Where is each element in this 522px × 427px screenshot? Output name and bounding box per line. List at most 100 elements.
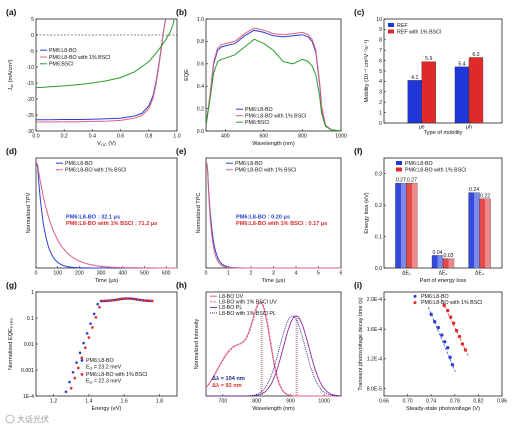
panel-f: (f) 0.3 0.2 0.1 0.0 0.27 0.27 ΔE₁ 0.040.03 ΔE₂ 0.2… [354, 146, 503, 284]
y-tick-label: 0 [31, 33, 34, 39]
x-axis-label: Energy (eV) [92, 406, 122, 412]
bar [468, 57, 484, 124]
legend-entry: REF [388, 23, 408, 29]
x-tick-label: 800 [252, 399, 261, 405]
fit-line [427, 307, 456, 372]
x-tick-label: 0.2 [61, 134, 68, 140]
urbach-energy-label: EU = 22.3 meV [86, 379, 122, 385]
x-tick-label: 0.74 [426, 399, 436, 405]
stokes-shift-annotation: Δλ = 104 nm [212, 376, 245, 382]
y-tick-label: 0.0 [375, 266, 382, 272]
legend-label: PM6:L8-BO with 1% BSCl [86, 372, 147, 378]
y-tick-label: 8.0E-5 [367, 386, 382, 392]
x-tick-label: 400 [118, 271, 127, 277]
data-point [80, 356, 84, 360]
stokes-shift-annotation: Δλ = 92 nm [212, 383, 242, 389]
data-point [122, 297, 126, 300]
y-tick-label: 5 [379, 69, 382, 75]
legend-entry: L8-BO PL [210, 305, 242, 311]
legend-label: L8-BO with 1% BSCl UV [219, 300, 277, 306]
y-tick-label: 10 [376, 17, 382, 23]
lifetime-annotation: PM6:L8-BO : 32.1 μs [66, 215, 120, 221]
x-tick-label: ΔE₁ [402, 271, 411, 277]
x-axis-label: Wavelength (nm) [252, 406, 295, 412]
y-tick-label: 1.0 [197, 17, 204, 23]
series-line [206, 162, 341, 269]
data-point [433, 320, 437, 324]
fit-line [440, 299, 469, 357]
data-point [448, 355, 452, 360]
x-tick-label: 3 [272, 271, 275, 277]
y-tick-label: 9 [379, 27, 382, 33]
watermark-text: 大话光伏 [17, 414, 49, 424]
x-tick-label: 200 [75, 271, 84, 277]
bar [454, 66, 470, 124]
y-tick-label: 8 [379, 38, 382, 44]
legend-label: PM6:BSCl [49, 62, 73, 68]
legend-label: PM6:L8-BO [421, 294, 449, 300]
urbach-energy-label: EU = 23.2 meV [86, 365, 122, 371]
data-point [94, 316, 98, 319]
y-axis-label: Normalized TPC [196, 193, 202, 234]
legend-label: PM6:L8-BO with 1% BSCl [235, 168, 296, 174]
panel-label: (c) [354, 7, 365, 17]
y-tick-label: 7 [379, 48, 382, 54]
bar-value-label: 4.1 [411, 75, 418, 81]
y-tick-label: 0 [379, 121, 382, 127]
x-tick-label: 900 [286, 399, 295, 405]
y-tick-label: 3 [379, 90, 382, 96]
bar [407, 80, 422, 124]
y-axis-label: Mobility (10⁻⁴ cm²V⁻¹s⁻¹) [363, 39, 370, 102]
y-tick-label: 0.3 [375, 172, 382, 178]
watermark: 大话光伏 [5, 414, 49, 424]
legend-entry: PM6:BSCl [40, 62, 73, 68]
y-tick-label: 0.001 [21, 368, 34, 374]
legend-entry: L8-BO with 1% BSCl UV [210, 300, 277, 306]
bar-shade [485, 198, 491, 268]
data-point [451, 321, 456, 325]
data-point [77, 366, 80, 370]
legend-entry: PM6:L8-BO with 1% BSCl [236, 114, 306, 120]
y-tick-label: 0.1 [27, 316, 34, 322]
bar-value-label: 5.9 [425, 56, 432, 62]
legend-label: PM6:L8-BO [235, 161, 263, 167]
x-tick-label: 1 [227, 271, 230, 277]
legend-label: L8-BO PL [219, 305, 242, 311]
x-tick-label: 0.4 [89, 134, 96, 140]
x-tick-label: 0.78 [450, 399, 460, 405]
panel-label: (h) [176, 280, 187, 290]
lifetime-annotation: PM6:L8-BO : 0.20 μs [236, 215, 290, 221]
legend-marker [80, 373, 84, 376]
y-tick-label: 2.0E-4 [367, 297, 382, 303]
legend-marker [413, 294, 417, 298]
y-tick-label: 1 [379, 110, 382, 116]
bar-shade [400, 183, 407, 268]
legend-label: REF with 1% BSCl [397, 30, 441, 36]
data-point [64, 390, 68, 394]
panel-label: (a) [6, 7, 17, 17]
panel-label: (f) [354, 146, 363, 156]
x-axis-label: Wavelength (nm) [252, 141, 295, 147]
series-line [206, 315, 341, 397]
data-point [446, 346, 450, 350]
data-point [450, 363, 455, 367]
bar-value-label: 6.3 [472, 52, 479, 58]
panel-label: (d) [6, 146, 17, 156]
data-point [115, 298, 119, 301]
legend-entry: PM6:L8-BO [396, 161, 433, 167]
legend-label: REF [397, 23, 408, 29]
x-tick-label: ΔE₂ [439, 271, 448, 277]
y-axis-label: Transient photovoltage decay time (s) [358, 297, 364, 391]
x-tick-label: 1000 [318, 399, 330, 405]
legend-marker [413, 301, 417, 305]
x-tick-label: 100 [53, 271, 62, 277]
data-point [69, 386, 73, 390]
data-point [92, 312, 96, 316]
data-point [108, 299, 112, 302]
y-tick-label: 4 [379, 79, 382, 85]
legend-label: PM6:BSCl [245, 120, 269, 126]
x-tick-label: 6 [340, 271, 343, 277]
plot-frame [205, 291, 342, 397]
